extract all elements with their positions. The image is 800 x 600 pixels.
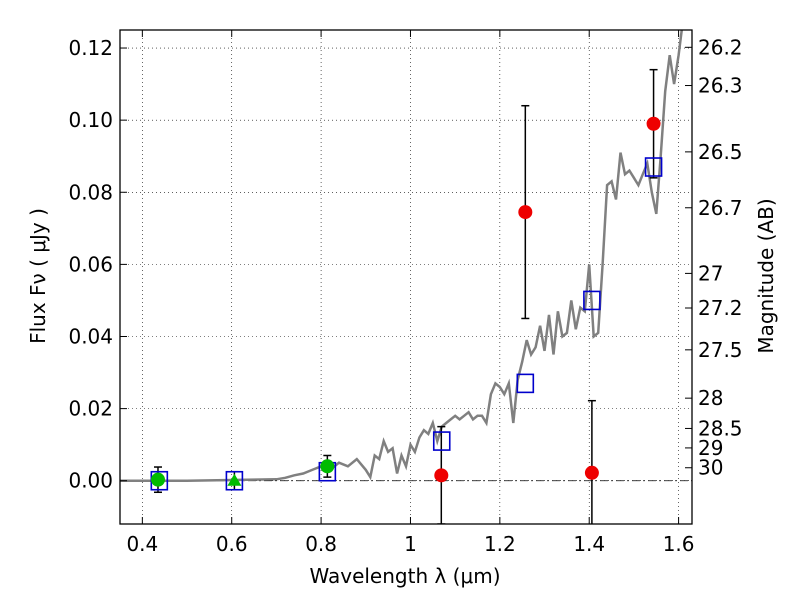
axis-ticks: 0.4 0.6 0.8 1 1.2 1.4 1.6 0.00 0.02 0.04 0.06 0.08 0… — [68, 30, 743, 556]
circle-data-point — [584, 465, 599, 480]
right-axis-title: Magnitude (AB) — [754, 198, 778, 353]
right-tick-label: 28.5 — [698, 416, 743, 440]
y-axis-title: Flux Fν ( μJy ) — [26, 208, 50, 344]
square-data-point — [583, 290, 601, 311]
y-tick-label: 0.04 — [68, 324, 113, 348]
x-tick-label: 1 — [404, 532, 417, 556]
right-tick-label: 26.2 — [698, 35, 743, 59]
y-tick-label: 0.08 — [68, 180, 113, 204]
right-tick-label: 26.5 — [698, 140, 743, 164]
y-tick-label: 0.06 — [68, 252, 113, 276]
x-tick-label: 1.4 — [573, 532, 605, 556]
square-data-point — [516, 373, 535, 394]
square-data-point — [225, 470, 244, 491]
y-tick-label: 0.02 — [68, 397, 113, 421]
right-tick-label: 29 — [698, 436, 723, 460]
x-tick-label: 0.8 — [305, 532, 337, 556]
square-data-point — [644, 157, 663, 177]
right-tick-label: 26.7 — [698, 196, 743, 220]
x-tick-label: 1.2 — [484, 532, 516, 556]
x-tick-label: 1.6 — [663, 532, 695, 556]
plot-frame — [119, 29, 693, 525]
circle-data-point — [434, 468, 449, 483]
model-spectrum-line — [120, 30, 684, 482]
right-tick-label: 30 — [698, 456, 723, 480]
right-tick-label: 27.2 — [698, 296, 743, 320]
triangle-data-point — [227, 473, 242, 486]
right-tick-label: 27.5 — [698, 338, 743, 362]
x-tick-label: 0.6 — [216, 532, 248, 556]
circle-data-point — [150, 472, 165, 487]
y-tick-label: 0.10 — [68, 108, 113, 132]
plot-content — [120, 30, 684, 524]
right-tick-label: 27 — [698, 261, 723, 285]
grid-lines — [120, 30, 692, 524]
circle-data-point — [646, 116, 661, 131]
y-tick-label: 0.12 — [68, 36, 113, 60]
right-tick-label: 28 — [698, 386, 723, 410]
square-data-point — [432, 431, 451, 451]
x-axis-title: Wavelength λ (μm) — [309, 564, 500, 588]
right-tick-label: 26.3 — [698, 74, 743, 98]
x-tick-label: 0.4 — [126, 532, 158, 556]
circle-data-point — [518, 205, 533, 220]
y-tick-label: 0.00 — [68, 469, 113, 493]
circle-data-point — [320, 459, 335, 474]
